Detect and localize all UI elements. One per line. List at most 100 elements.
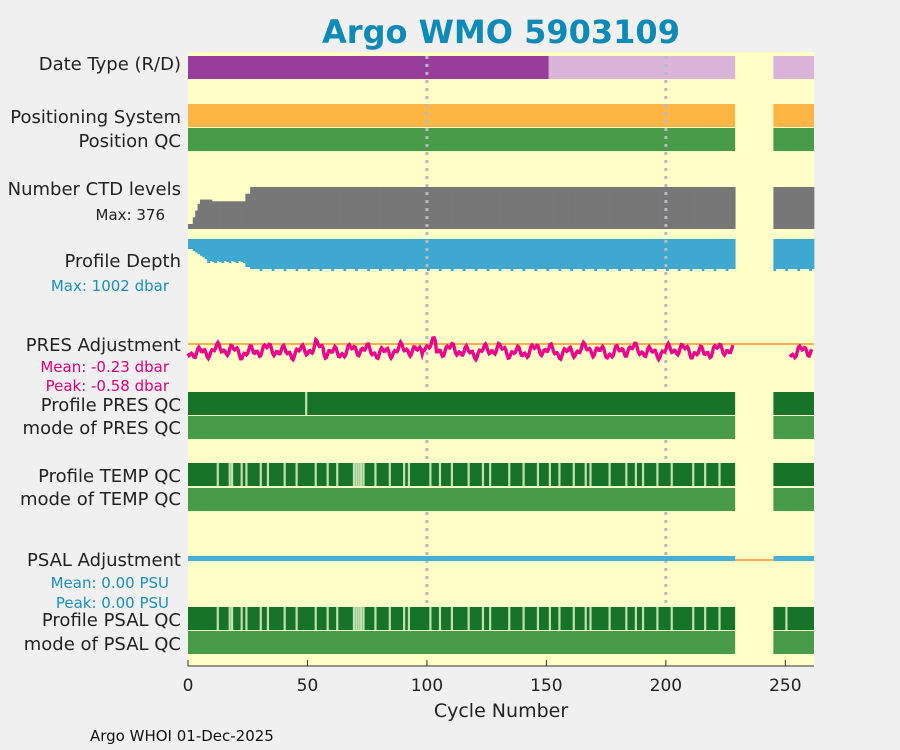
depth-bar <box>242 239 246 263</box>
ctd-level-bar <box>460 187 464 229</box>
depth-bar <box>637 239 640 269</box>
ctd-level-bar <box>324 187 327 229</box>
ctd-level-bar <box>360 187 363 229</box>
depth-bar <box>446 239 449 269</box>
depth-bar <box>264 239 268 269</box>
ctd-level-bar <box>713 187 717 229</box>
ctd-level-bar <box>443 187 447 229</box>
depth-bar <box>579 239 583 269</box>
profile-temp-qc-flag-78 <box>374 463 377 486</box>
ctd-level-bar <box>250 187 253 229</box>
ctd-level-bar <box>336 187 339 229</box>
ctd-level-bar <box>383 187 387 229</box>
ctd-level-bar <box>584 187 588 229</box>
profile-psal-qc-flag-190 <box>641 607 645 630</box>
ctd-level-bar <box>496 187 500 229</box>
profile-psal-qc-flag-69 <box>352 607 356 630</box>
ctd-level-bar <box>696 187 700 229</box>
depth-bar <box>794 239 798 269</box>
label-date-type: Date Type (R/D) <box>39 54 181 75</box>
ctd-level-bar <box>780 187 784 229</box>
profile-psal-qc-flag-73 <box>362 607 365 630</box>
ctd-level-bar <box>512 187 516 229</box>
depth-bar <box>484 239 488 269</box>
depth-bar <box>262 239 265 269</box>
stat-psal-mean: Mean: 0.00 PSU <box>51 574 169 592</box>
depth-bar <box>615 239 619 269</box>
depth-bar <box>343 239 347 271</box>
profile-psal-qc-flag-202 <box>670 607 673 630</box>
ctd-level-bar <box>269 187 273 229</box>
depth-bar <box>644 239 648 269</box>
profile-psal-qc-flag-17 <box>228 607 231 630</box>
depth-bar <box>575 239 578 269</box>
profile-temp-qc-flag-126 <box>489 463 492 486</box>
depth-bar <box>381 239 385 269</box>
depth-bar <box>668 239 672 269</box>
ctd-level-bar <box>689 187 693 229</box>
depth-bar <box>656 239 660 269</box>
depth-bar <box>620 239 624 269</box>
depth-bar <box>312 239 316 269</box>
ctd-level-bar <box>806 187 810 229</box>
ctd-level-bar <box>809 187 813 229</box>
depth-bar <box>503 239 507 269</box>
depth-bar <box>460 239 464 269</box>
ctd-level-bar <box>374 187 378 229</box>
ctd-level-bar <box>601 187 605 229</box>
profile-psal-qc-flag-90 <box>403 607 406 630</box>
ctd-level-bar <box>247 193 251 229</box>
stat-ctd-max: Max: 376 <box>96 206 165 224</box>
ctd-level-bar <box>314 187 318 229</box>
profile-temp-qc-flag-187 <box>634 463 637 486</box>
ctd-level-bar <box>577 187 581 229</box>
ctd-level-bar <box>367 187 370 229</box>
depth-bar <box>699 239 703 269</box>
ctd-level-bar <box>694 187 698 229</box>
depth-bar <box>701 239 705 271</box>
depth-bar <box>297 239 301 269</box>
depth-bar <box>622 239 626 269</box>
depth-bar <box>809 239 813 271</box>
ctd-level-bar <box>632 187 636 229</box>
depth-bar <box>333 239 337 269</box>
depth-bar <box>802 239 805 269</box>
ctd-level-bar <box>730 187 734 229</box>
ctd-level-bar <box>515 187 519 229</box>
ctd-level-bar <box>465 187 468 229</box>
ctd-level-bar <box>309 187 313 229</box>
depth-bar <box>555 239 559 269</box>
depth-bar <box>584 239 588 269</box>
depth-bar <box>632 239 636 269</box>
ctd-level-bar <box>400 187 404 229</box>
ctd-level-bar <box>555 187 559 229</box>
ctd-level-bar <box>773 187 777 229</box>
depth-bar <box>278 239 282 269</box>
depth-bar <box>398 239 402 269</box>
ctd-level-bar <box>589 187 593 229</box>
depth-bar <box>462 239 466 271</box>
ctd-level-bar <box>656 187 660 229</box>
ctd-level-bar <box>484 187 488 229</box>
ctd-level-bar <box>637 187 640 229</box>
depth-bar <box>713 239 717 271</box>
mode-psal-qc-band-tail <box>773 631 814 654</box>
profile-psal-qc-flag-70 <box>355 607 358 630</box>
positioning-system-band-main <box>188 104 736 127</box>
x-tick-label-250: 250 <box>769 676 801 696</box>
depth-bar <box>790 239 793 269</box>
ctd-level-bar <box>326 187 330 229</box>
ctd-level-bar <box>278 187 282 229</box>
profile-psal-qc-flag-140 <box>522 607 525 630</box>
ctd-level-bar <box>560 187 564 229</box>
ctd-level-bar <box>634 187 638 229</box>
ctd-level-bar <box>501 187 504 229</box>
ctd-level-bar <box>381 187 385 229</box>
depth-bar <box>276 239 280 269</box>
depth-bar <box>400 239 404 269</box>
depth-bar <box>319 239 323 271</box>
ctd-level-bar <box>219 201 222 229</box>
depth-bar <box>211 239 215 262</box>
ctd-level-bar <box>711 187 715 229</box>
depth-bar <box>233 239 237 262</box>
